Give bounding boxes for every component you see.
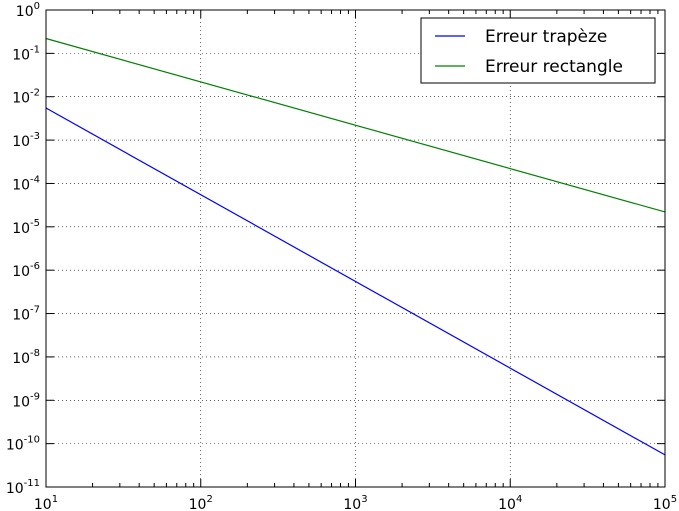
- y-tick-label: 10-11: [6, 478, 40, 497]
- x-tick-label: 105: [653, 494, 677, 511]
- legend-label-1: Erreur rectangle: [485, 57, 623, 77]
- y-tick-label: 10-7: [12, 305, 40, 324]
- series-line-0: [45, 107, 666, 456]
- y-tick-label: 100: [16, 1, 40, 20]
- y-tick-label: 10-9: [12, 391, 40, 410]
- y-tick-label: 10-10: [6, 435, 40, 454]
- axis-ticks: [45, 9, 666, 488]
- y-tick-label: 10-5: [12, 218, 40, 237]
- legend-box: [420, 17, 656, 84]
- y-tick-label: 10-6: [12, 261, 40, 280]
- x-tick-label: 104: [498, 494, 522, 511]
- y-tick-label: 10-1: [12, 44, 40, 63]
- legend-label-0: Erreur trapèze: [485, 27, 607, 47]
- x-tick-label: 102: [189, 494, 213, 511]
- series-lines: [45, 37, 666, 456]
- series-line-1: [45, 37, 666, 213]
- x-tick-label: 103: [343, 494, 367, 511]
- y-tick-label: 10-4: [12, 174, 40, 193]
- y-tick-label: 10-8: [12, 348, 40, 367]
- y-tick-label: 10-3: [12, 131, 40, 150]
- legend: Erreur trapèze Erreur rectangle: [420, 17, 656, 84]
- tick-labels: 101 102 103 104 105 100 10-1 10-2 10-3 10-4 10-5 10…: [6, 1, 677, 511]
- x-tick-label: 101: [34, 494, 58, 511]
- y-tick-label: 10-2: [12, 88, 40, 107]
